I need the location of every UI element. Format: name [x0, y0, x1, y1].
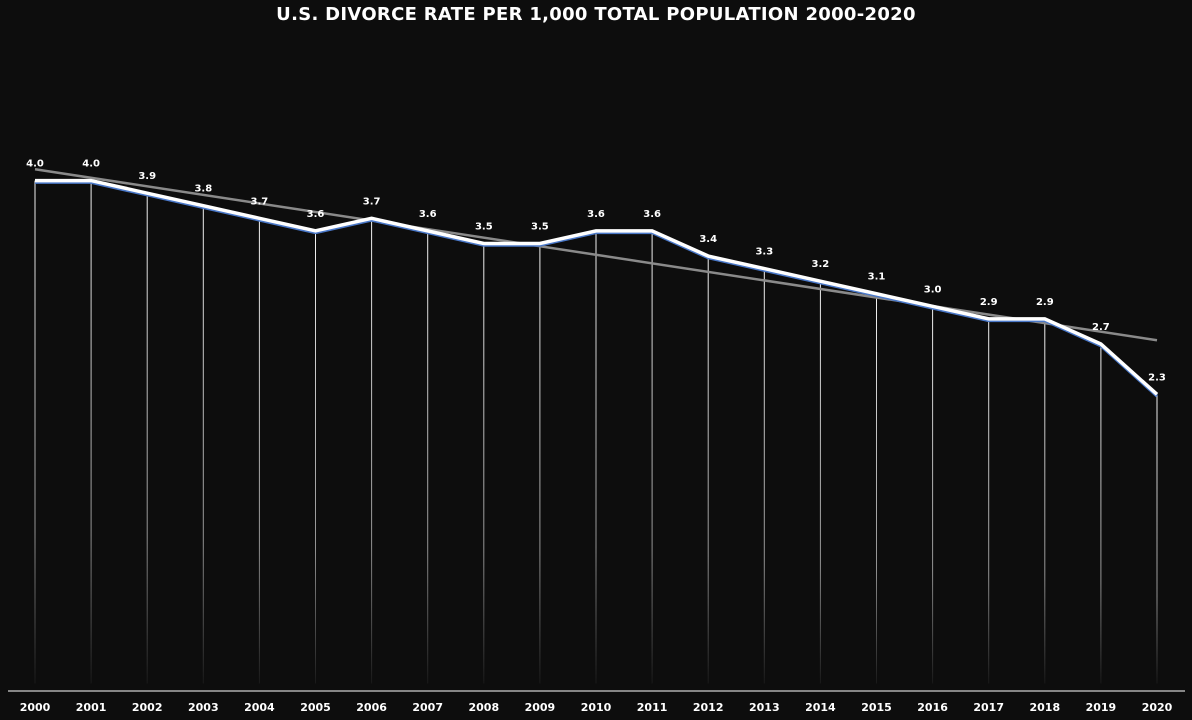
data-label-2014: 3.2 [812, 259, 830, 270]
data-label-2006: 3.7 [363, 196, 381, 207]
data-label-2016: 3.0 [924, 284, 942, 295]
data-labels: 4.0 4.0 3.9 3.8 3.7 3.6 3.7 3.6 3.5 3.5 3.6 3.6 3.4 3… [26, 159, 1166, 384]
x-tick-label-2019: 2019 [1086, 701, 1117, 714]
drop-line-2018 [1044, 318, 1046, 684]
data-label-2013: 3.3 [755, 247, 773, 258]
data-label-2015: 3.1 [868, 272, 886, 283]
data-label-2000: 4.0 [26, 159, 44, 170]
drop-line-2003 [202, 205, 204, 684]
x-tick-label-2000: 2000 [20, 701, 51, 714]
data-label-2009: 3.5 [531, 221, 549, 232]
x-tick-label-2004: 2004 [244, 701, 275, 714]
series-group [35, 178, 1159, 398]
x-tick-label-2012: 2012 [693, 701, 724, 714]
drop-line-2012 [707, 256, 709, 684]
x-tick-label-2006: 2006 [356, 701, 387, 714]
data-label-2020: 2.3 [1148, 372, 1166, 383]
x-tick-label-2018: 2018 [1029, 701, 1060, 714]
drop-line-2000 [34, 180, 36, 684]
series-line-shadow [35, 180, 1159, 398]
x-tick-label-2001: 2001 [76, 701, 107, 714]
data-label-2018: 2.9 [1036, 297, 1054, 308]
x-tick-label-2020: 2020 [1142, 701, 1173, 714]
drop-line-2006 [371, 218, 373, 684]
drop-line-2013 [763, 268, 765, 684]
data-label-2017: 2.9 [980, 297, 998, 308]
data-label-2008: 3.5 [475, 221, 493, 232]
x-tick-label-2002: 2002 [132, 701, 163, 714]
x-tick-label-2014: 2014 [805, 701, 836, 714]
x-tick-label-2003: 2003 [188, 701, 219, 714]
drop-line-2008 [483, 243, 485, 684]
x-tick-label-2008: 2008 [468, 701, 499, 714]
drop-line-2001 [90, 180, 92, 684]
drop-line-2010 [595, 230, 597, 684]
trendline-group [34, 168, 1158, 342]
drop-lines [34, 180, 1158, 684]
drop-line-2005 [315, 230, 316, 684]
x-tick-label-2015: 2015 [861, 701, 892, 714]
data-label-2001: 4.0 [82, 159, 100, 170]
data-label-2003: 3.8 [194, 184, 212, 195]
x-tick-label-2016: 2016 [917, 701, 948, 714]
x-tick-label-2010: 2010 [581, 701, 612, 714]
drop-line-2007 [427, 230, 429, 684]
x-tick-label-2009: 2009 [525, 701, 556, 714]
data-label-2011: 3.6 [643, 209, 661, 220]
data-label-2010: 3.6 [587, 209, 605, 220]
x-tick-label-2007: 2007 [412, 701, 443, 714]
x-tick-label-2013: 2013 [749, 701, 780, 714]
drop-line-2015 [876, 293, 877, 684]
x-tick-label-2011: 2011 [637, 701, 668, 714]
x-tick-label-2005: 2005 [300, 701, 331, 714]
series-line [35, 178, 1159, 396]
data-label-2012: 3.4 [699, 234, 717, 245]
x-tick-label-2017: 2017 [973, 701, 1004, 714]
drop-line-2017 [988, 318, 990, 684]
data-label-2007: 3.6 [419, 209, 437, 220]
trendline [34, 168, 1158, 342]
data-label-2002: 3.9 [138, 171, 156, 182]
drop-line-2002 [146, 193, 148, 684]
data-label-2019: 2.7 [1092, 322, 1110, 333]
data-label-2004: 3.7 [251, 196, 269, 207]
drop-line-2014 [819, 281, 821, 684]
drop-line-2016 [932, 306, 934, 684]
x-tick-labels: 2000 2001 2002 2003 2004 2005 2006 2007 2008 2009… [20, 701, 1173, 714]
drop-line-2009 [539, 243, 541, 684]
data-label-2005: 3.6 [307, 209, 325, 220]
drop-line-2004 [258, 218, 260, 684]
drop-line-2011 [651, 230, 653, 684]
drop-line-2019 [1100, 344, 1102, 684]
drop-line-2020 [1156, 394, 1158, 684]
chart-title: U.S. DIVORCE RATE PER 1,000 TOTAL POPULA… [276, 4, 916, 25]
